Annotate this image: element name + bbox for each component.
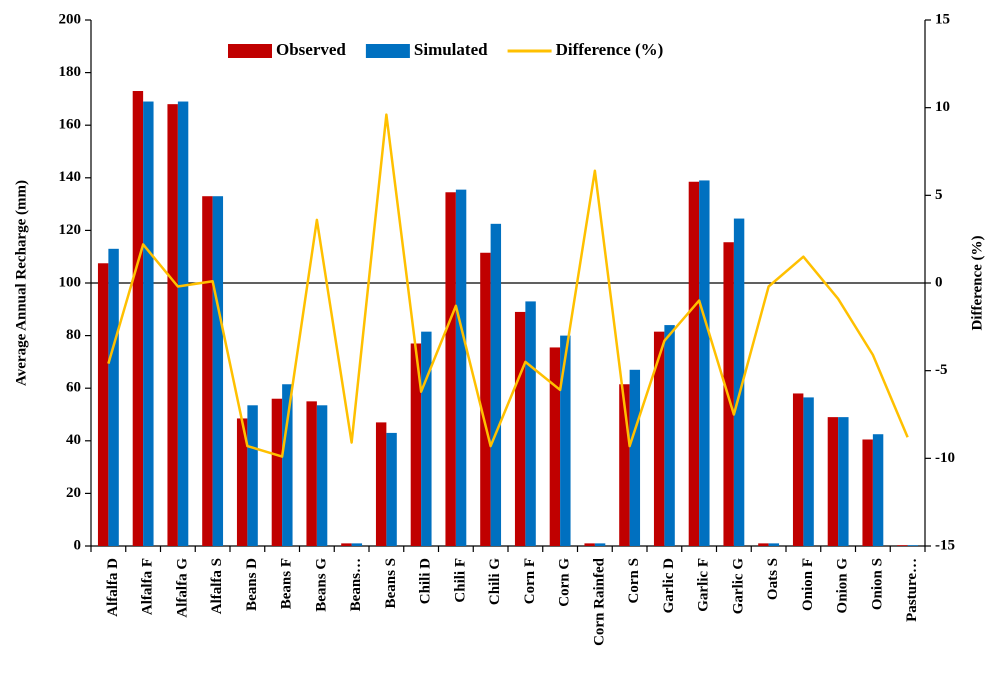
y2-axis-label: Difference (%): [969, 235, 985, 330]
bar: [768, 543, 780, 546]
y2-tick-label: 10: [935, 99, 950, 115]
y-tick-label: 40: [66, 432, 81, 448]
bar: [838, 417, 849, 546]
bar: [549, 347, 561, 546]
bar: [792, 393, 804, 546]
bar: [445, 192, 456, 546]
bar: [594, 543, 606, 546]
legend-label: Difference (%): [556, 40, 664, 59]
legend-label: Simulated: [414, 40, 488, 59]
bar: [803, 397, 814, 546]
x-tick-label: Oats S: [765, 558, 781, 600]
bar: [560, 335, 571, 546]
bar: [514, 311, 526, 546]
bar: [733, 218, 745, 546]
y2-tick-label: -15: [935, 537, 955, 553]
bar: [236, 418, 248, 546]
bar: [316, 405, 328, 546]
x-tick-label: Onion S: [869, 558, 885, 610]
bar: [212, 196, 224, 546]
bar: [525, 301, 536, 546]
bar: [862, 439, 873, 546]
y-tick-label: 140: [59, 169, 82, 185]
x-tick-label: Alfalfa D: [105, 558, 121, 617]
x-tick-label: Onion F: [800, 558, 816, 611]
x-tick-label: Beans D: [244, 558, 260, 611]
bar: [143, 101, 154, 546]
bar: [619, 384, 630, 546]
x-tick-label: Alfalfa S: [209, 558, 225, 614]
x-tick-label: Beans F: [279, 558, 295, 609]
x-tick-label: Garlic G: [730, 558, 746, 615]
x-tick-label: Corn Rainfed: [591, 557, 607, 646]
bar: [664, 325, 675, 546]
y-tick-label: 20: [66, 485, 81, 501]
bar: [282, 384, 293, 546]
x-tick-label: Alfalfa F: [140, 558, 156, 615]
x-tick-label: Chili D: [418, 558, 434, 604]
bar: [132, 91, 144, 546]
bar: [108, 248, 119, 546]
x-tick-label: Pasture…: [904, 558, 920, 622]
y-tick-label: 60: [66, 380, 81, 396]
bar: [271, 398, 283, 546]
y2-tick-label: -10: [935, 450, 955, 466]
y-tick-label: 180: [59, 64, 82, 80]
bar: [872, 434, 884, 546]
bar: [653, 331, 665, 546]
legend-swatch: [228, 44, 272, 58]
bar: [375, 422, 387, 546]
bar: [699, 180, 710, 546]
x-tick-label: Chili G: [487, 558, 503, 605]
bar: [177, 101, 189, 546]
bar: [480, 252, 491, 546]
bar: [827, 417, 839, 546]
x-tick-label: Chili F: [452, 558, 468, 603]
x-tick-label: Onion G: [835, 558, 851, 614]
legend-swatch: [365, 44, 410, 58]
bar: [386, 432, 397, 546]
x-tick-label: Garlic D: [661, 558, 677, 614]
y2-tick-label: 15: [935, 11, 950, 27]
x-tick-label: Corn F: [522, 558, 538, 604]
bar: [97, 263, 109, 546]
bar: [202, 196, 213, 546]
bar: [455, 189, 467, 546]
y2-tick-label: -5: [935, 362, 948, 378]
bar: [410, 343, 422, 546]
bar: [629, 369, 641, 546]
line: [107, 113, 909, 458]
x-tick-label: Beans S: [383, 558, 399, 608]
y-tick-label: 100: [59, 274, 82, 290]
x-tick-label: Corn G: [557, 558, 573, 607]
bar: [341, 543, 352, 546]
legend-label: Observed: [276, 40, 346, 59]
bar: [907, 545, 919, 546]
bar: [758, 543, 769, 546]
y2-tick-label: 0: [935, 274, 943, 290]
x-tick-label: Beans G: [313, 558, 329, 612]
bar: [490, 223, 502, 546]
bar: [306, 401, 317, 546]
bar: [247, 405, 258, 546]
bar: [584, 543, 595, 546]
bar: [351, 543, 363, 546]
bar: [421, 331, 432, 546]
bar: [688, 181, 700, 546]
x-tick-label: Corn S: [626, 558, 642, 603]
y-tick-label: 120: [59, 222, 82, 238]
x-tick-label: Alfalfa G: [174, 558, 190, 618]
x-tick-label: Garlic F: [696, 558, 712, 612]
y-tick-label: 160: [59, 117, 82, 133]
y2-tick-label: 5: [935, 187, 943, 203]
y-tick-label: 0: [74, 537, 82, 553]
bar: [897, 545, 908, 546]
x-tick-label: Beans…: [348, 558, 364, 611]
bar: [167, 104, 178, 546]
y-tick-label: 80: [66, 327, 81, 343]
y-axis-label: Average Annual Recharge (mm): [13, 180, 29, 386]
y-tick-label: 200: [59, 11, 82, 27]
